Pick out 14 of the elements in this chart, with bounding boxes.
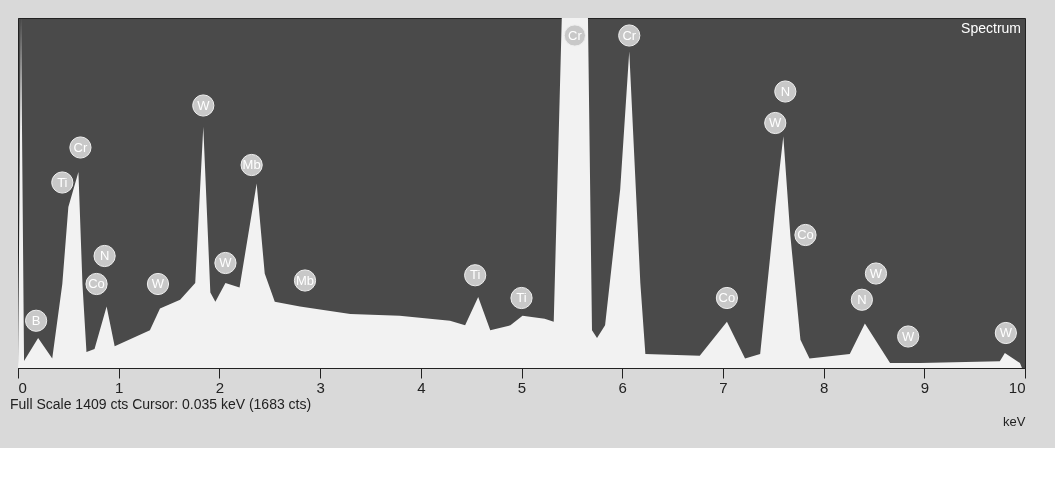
x-tick-label: 2 bbox=[215, 378, 225, 396]
x-tick-label: 10 bbox=[1008, 378, 1026, 396]
x-tick-label: 1 bbox=[115, 378, 124, 396]
annotation: Spectrum bbox=[961, 20, 1021, 36]
x-tick-label: 4 bbox=[417, 378, 426, 396]
x-tick-label: 8 bbox=[819, 378, 829, 396]
text: Full Scale 1409 cts Cursor: 0.035 keV (1683 cts) bbox=[10, 396, 312, 412]
x-tick-label: 6 bbox=[618, 378, 627, 396]
x-tick-label: 3 bbox=[316, 378, 325, 396]
x-tick-label: 9 bbox=[920, 378, 929, 396]
x-tick-label: 7 bbox=[719, 378, 728, 396]
x-tick-label: 5 bbox=[517, 378, 527, 396]
x-tick-label: 0 bbox=[18, 378, 27, 396]
x-axis-title: keV bbox=[1003, 413, 1026, 429]
